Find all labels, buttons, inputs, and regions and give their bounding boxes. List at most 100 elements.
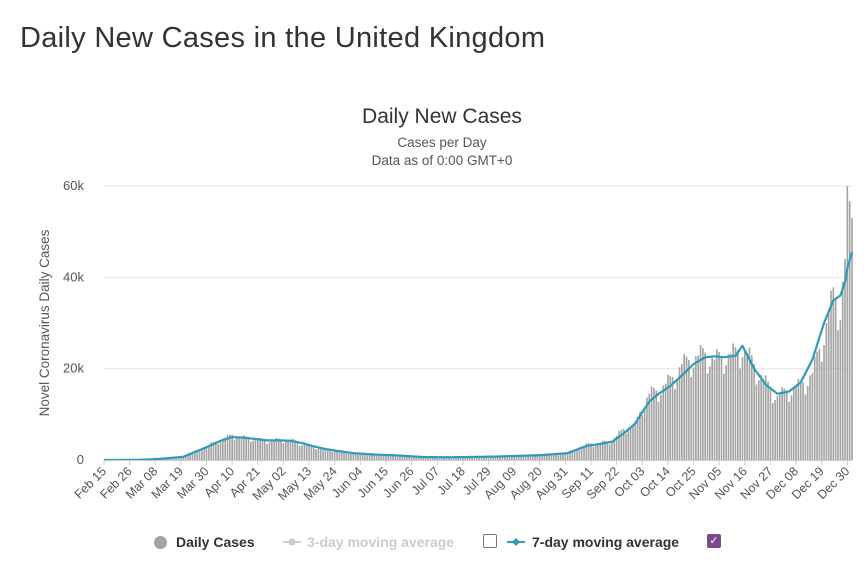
daily-case-bar[interactable] <box>844 259 846 460</box>
daily-case-bar[interactable] <box>702 348 704 460</box>
daily-case-bar[interactable] <box>322 448 324 460</box>
daily-case-bar[interactable] <box>788 401 790 460</box>
daily-case-bar[interactable] <box>762 378 765 460</box>
daily-case-bar[interactable] <box>270 440 273 460</box>
daily-case-bar[interactable] <box>613 438 616 460</box>
daily-case-bar[interactable] <box>364 455 366 460</box>
daily-case-bar[interactable] <box>604 440 606 460</box>
daily-case-bar[interactable] <box>851 217 853 460</box>
daily-case-bar[interactable] <box>650 386 653 460</box>
daily-case-bar[interactable] <box>338 451 341 460</box>
daily-case-bar[interactable] <box>217 444 219 460</box>
daily-case-bar[interactable] <box>550 454 553 460</box>
daily-case-bar[interactable] <box>678 367 681 460</box>
daily-case-bar[interactable] <box>291 438 294 460</box>
daily-case-bar[interactable] <box>424 456 427 460</box>
daily-case-bar[interactable] <box>263 440 266 460</box>
daily-case-bar[interactable] <box>732 343 734 460</box>
daily-case-bar[interactable] <box>343 451 345 460</box>
daily-case-bar[interactable] <box>387 455 390 460</box>
daily-case-bar[interactable] <box>778 394 781 460</box>
daily-case-bar[interactable] <box>280 439 282 460</box>
daily-case-bar[interactable] <box>361 453 364 460</box>
daily-case-bar[interactable] <box>592 446 595 460</box>
daily-case-bar[interactable] <box>657 401 660 460</box>
daily-case-bar[interactable] <box>396 456 399 460</box>
daily-case-bar[interactable] <box>340 450 343 460</box>
daily-case-bar[interactable] <box>282 443 285 460</box>
daily-case-bar[interactable] <box>368 454 371 460</box>
daily-case-bar[interactable] <box>846 186 849 460</box>
daily-case-bar[interactable] <box>753 364 755 460</box>
daily-case-bar[interactable] <box>366 454 369 460</box>
daily-case-bar[interactable] <box>445 457 448 460</box>
daily-case-bar[interactable] <box>536 454 539 460</box>
daily-case-bar[interactable] <box>236 438 238 460</box>
daily-case-bar[interactable] <box>727 354 730 460</box>
daily-case-bar[interactable] <box>382 455 385 460</box>
daily-case-bar[interactable] <box>357 452 359 460</box>
daily-case-bar[interactable] <box>510 456 513 460</box>
daily-case-bar[interactable] <box>557 453 560 460</box>
daily-case-bar[interactable] <box>226 434 229 460</box>
daily-case-bar[interactable] <box>639 412 641 460</box>
daily-case-bar[interactable] <box>201 450 203 460</box>
daily-case-bar[interactable] <box>641 415 644 460</box>
daily-case-bar[interactable] <box>501 456 504 460</box>
daily-case-bar[interactable] <box>457 456 460 460</box>
daily-case-bar[interactable] <box>191 452 194 460</box>
daily-case-bar[interactable] <box>809 375 811 460</box>
daily-case-bar[interactable] <box>415 456 418 460</box>
daily-case-bar[interactable] <box>837 330 839 460</box>
daily-case-bar[interactable] <box>194 450 196 460</box>
daily-case-bar[interactable] <box>471 456 473 460</box>
daily-case-bar[interactable] <box>317 448 320 460</box>
daily-case-bar[interactable] <box>562 453 564 460</box>
daily-case-bar[interactable] <box>473 456 476 460</box>
daily-case-bar[interactable] <box>527 456 529 460</box>
daily-case-bar[interactable] <box>590 443 592 460</box>
daily-case-bar[interactable] <box>625 434 627 460</box>
daily-case-bar[interactable] <box>229 434 231 460</box>
daily-case-bar[interactable] <box>832 287 835 460</box>
daily-case-bar[interactable] <box>662 385 665 460</box>
daily-case-bar[interactable] <box>506 455 508 460</box>
daily-case-bar[interactable] <box>723 373 725 460</box>
daily-case-bar[interactable] <box>231 434 233 460</box>
daily-case-bar[interactable] <box>664 383 667 460</box>
daily-case-bar[interactable] <box>597 442 599 460</box>
daily-case-bar[interactable] <box>620 429 623 460</box>
daily-case-bar[interactable] <box>256 439 259 460</box>
daily-case-bar[interactable] <box>643 407 646 460</box>
seven-day-average-checkbox[interactable]: ✓ <box>707 534 721 548</box>
daily-case-bar[interactable] <box>573 449 576 460</box>
daily-case-bar[interactable] <box>737 350 739 460</box>
daily-case-bar[interactable] <box>499 456 501 460</box>
daily-case-bar[interactable] <box>485 456 487 460</box>
daily-case-bar[interactable] <box>249 442 252 460</box>
legend-daily-cases[interactable]: Daily Cases <box>154 528 255 556</box>
daily-case-bar[interactable] <box>352 453 355 460</box>
daily-case-bar[interactable] <box>632 426 634 460</box>
daily-case-bar[interactable] <box>648 393 651 460</box>
daily-case-bar[interactable] <box>676 379 679 460</box>
daily-case-bar[interactable] <box>690 376 693 460</box>
daily-case-bar[interactable] <box>438 456 441 460</box>
daily-case-bar[interactable] <box>583 445 585 460</box>
daily-case-bar[interactable] <box>811 373 814 460</box>
daily-case-bar[interactable] <box>587 443 590 460</box>
daily-case-bar[interactable] <box>748 347 751 460</box>
daily-cases-bars[interactable] <box>105 186 853 460</box>
daily-case-bar[interactable] <box>478 457 480 460</box>
daily-case-bar[interactable] <box>413 456 415 460</box>
daily-case-bar[interactable] <box>594 444 597 460</box>
daily-case-bar[interactable] <box>578 448 581 460</box>
daily-case-bar[interactable] <box>704 352 707 460</box>
daily-case-bar[interactable] <box>543 455 546 460</box>
daily-case-bar[interactable] <box>711 357 714 460</box>
daily-case-bar[interactable] <box>552 453 555 460</box>
daily-case-bar[interactable] <box>427 456 429 460</box>
daily-case-bar[interactable] <box>718 352 720 460</box>
daily-case-bar[interactable] <box>205 446 208 460</box>
daily-case-bar[interactable] <box>483 456 485 460</box>
